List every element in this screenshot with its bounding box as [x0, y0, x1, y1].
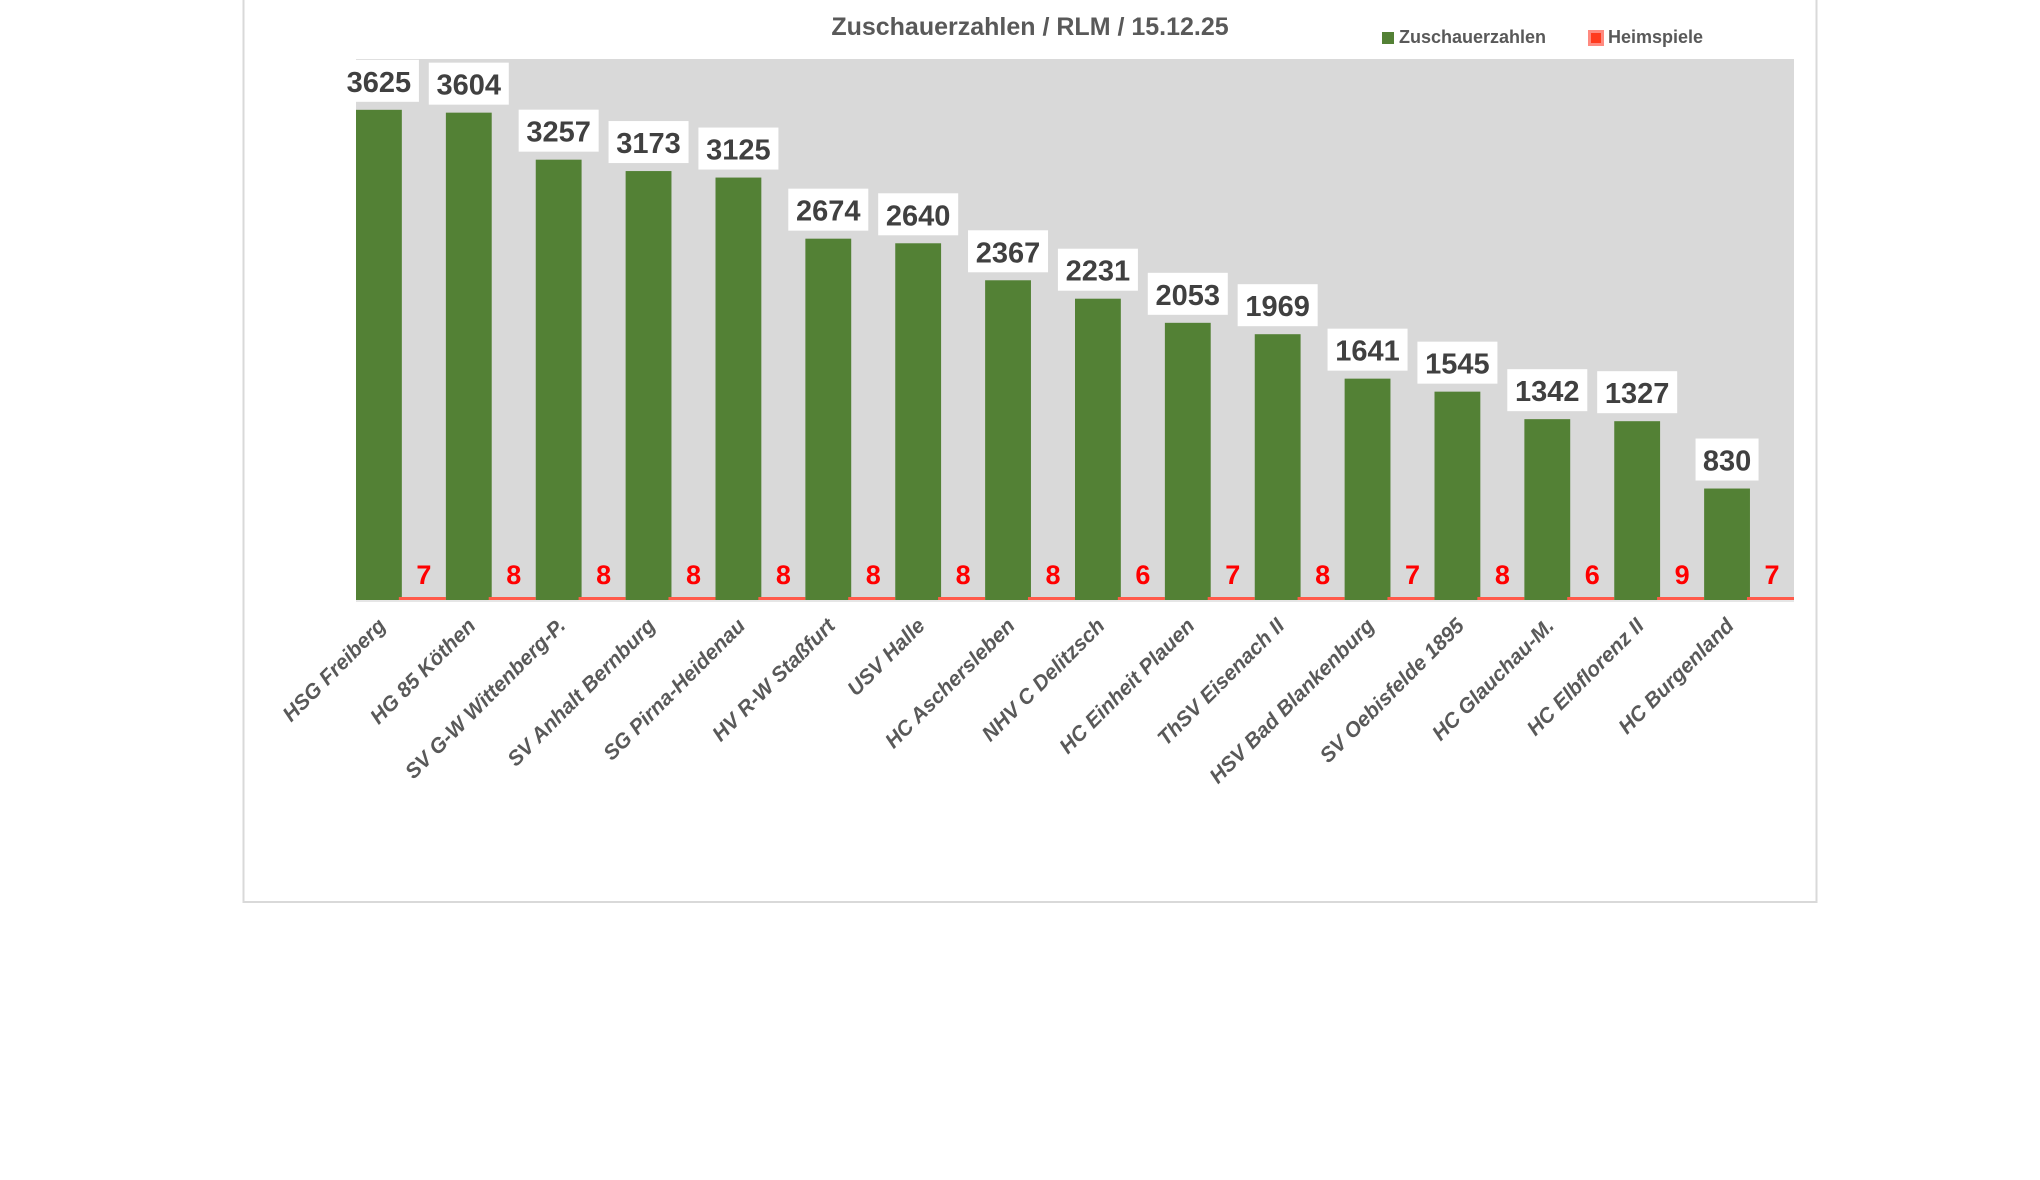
data-label-heimspiele: 8 [596, 560, 611, 590]
bar-zuschauerzahlen [356, 109, 402, 601]
bar-zuschauerzahlen [445, 112, 492, 602]
data-label-box [1327, 328, 1408, 371]
data-label-heimspiele: 8 [1495, 560, 1510, 590]
data-label-zuschauerzahlen: 1327 [1605, 378, 1670, 410]
bar-heimspiele [1477, 597, 1525, 601]
bar-heimspiele [1297, 597, 1345, 601]
bar-zuschauerzahlen [805, 238, 852, 601]
data-label-heimspiele: 8 [866, 560, 881, 590]
data-label-heimspiele: 7 [1764, 560, 1779, 590]
data-label-heimspiele: 7 [1225, 560, 1240, 590]
legend-label-heimspiele: Heimspiele [1608, 27, 1703, 47]
data-label-box [1147, 272, 1228, 315]
data-label-zuschauerzahlen: 1641 [1335, 336, 1400, 368]
legend-swatch-heimspiele-inner [1591, 33, 1601, 43]
data-label-box [1237, 284, 1318, 327]
data-label-zuschauerzahlen: 2640 [886, 200, 951, 232]
data-label-zuschauerzahlen: 1969 [1245, 291, 1310, 323]
data-label-heimspiele: 8 [776, 560, 791, 590]
data-label-zuschauerzahlen: 1545 [1425, 349, 1490, 381]
data-label-box [1695, 438, 1759, 481]
bar-heimspiele [578, 597, 626, 601]
bar-zuschauerzahlen [1344, 378, 1391, 601]
data-label-zuschauerzahlen: 3173 [616, 128, 681, 160]
bar-zuschauerzahlen [1524, 419, 1571, 601]
bar-heimspiele [1567, 597, 1615, 601]
data-label-heimspiele: 8 [686, 560, 701, 590]
data-label-box [1597, 371, 1678, 414]
bar-heimspiele [668, 597, 716, 601]
data-label-heimspiele: 8 [506, 560, 521, 590]
data-label-box [968, 230, 1049, 273]
data-label-zuschauerzahlen: 2367 [976, 237, 1041, 269]
data-label-heimspiele: 8 [1045, 560, 1060, 590]
bar-zuschauerzahlen [1704, 488, 1750, 601]
data-label-zuschauerzahlen: 830 [1703, 446, 1751, 478]
bar-zuschauerzahlen [625, 171, 672, 601]
data-label-heimspiele: 8 [956, 560, 971, 590]
data-label-zuschauerzahlen: 2053 [1156, 280, 1221, 312]
data-label-box [1417, 341, 1498, 384]
data-label-box [518, 109, 599, 152]
data-label-heimspiele: 7 [1405, 560, 1420, 590]
legend-label-zuschauerzahlen: Zuschauerzahlen [1399, 27, 1546, 47]
bar-zuschauerzahlen [1614, 421, 1661, 601]
bar-zuschauerzahlen [985, 280, 1031, 601]
data-label-heimspiele: 6 [1135, 560, 1150, 590]
data-label-zuschauerzahlen: 3125 [706, 135, 771, 167]
data-label-box [608, 121, 689, 164]
bar-heimspiele [1746, 597, 1794, 601]
bar-zuschauerzahlen [535, 159, 582, 601]
bar-zuschauerzahlen [715, 177, 762, 601]
data-label-zuschauerzahlen: 1342 [1515, 376, 1580, 408]
data-label-zuschauerzahlen: 3625 [347, 67, 412, 99]
bar-heimspiele [488, 597, 536, 601]
bar-zuschauerzahlen [895, 243, 942, 601]
bar-heimspiele [1117, 597, 1165, 601]
bar-zuschauerzahlen [1164, 322, 1211, 601]
chart-title: Zuschauerzahlen / RLM / 15.12.25 [831, 13, 1228, 41]
bar-zuschauerzahlen [1075, 298, 1121, 601]
data-label-box [698, 127, 779, 170]
data-label-zuschauerzahlen: 3604 [437, 70, 502, 102]
data-label-box [428, 62, 509, 105]
bar-heimspiele [758, 597, 806, 601]
bar-heimspiele [848, 597, 896, 601]
data-label-zuschauerzahlen: 3257 [526, 117, 591, 149]
data-label-box [338, 59, 419, 102]
data-label-heimspiele: 8 [1315, 560, 1330, 590]
data-label-box [878, 193, 959, 236]
bar-heimspiele [1657, 597, 1705, 601]
data-label-box [1507, 369, 1588, 412]
bar-heimspiele [398, 597, 446, 601]
data-label-zuschauerzahlen: 2674 [796, 196, 861, 228]
data-label-heimspiele: 9 [1675, 560, 1690, 590]
data-label-zuschauerzahlen: 2231 [1066, 256, 1131, 288]
bar-heimspiele [1387, 597, 1435, 601]
data-label-box [788, 188, 869, 231]
data-label-box [1057, 248, 1138, 291]
bar-heimspiele [938, 597, 986, 601]
bar-zuschauerzahlen [1254, 334, 1301, 601]
bar-heimspiele [1027, 597, 1075, 601]
bar-zuschauerzahlen [1434, 391, 1481, 601]
bar-heimspiele [1207, 597, 1255, 601]
legend: Zuschauerzahlen Heimspiele [1382, 27, 1703, 47]
legend-swatch-zuschauerzahlen [1382, 32, 1394, 44]
data-label-heimspiele: 7 [416, 560, 431, 590]
data-label-heimspiele: 6 [1585, 560, 1600, 590]
